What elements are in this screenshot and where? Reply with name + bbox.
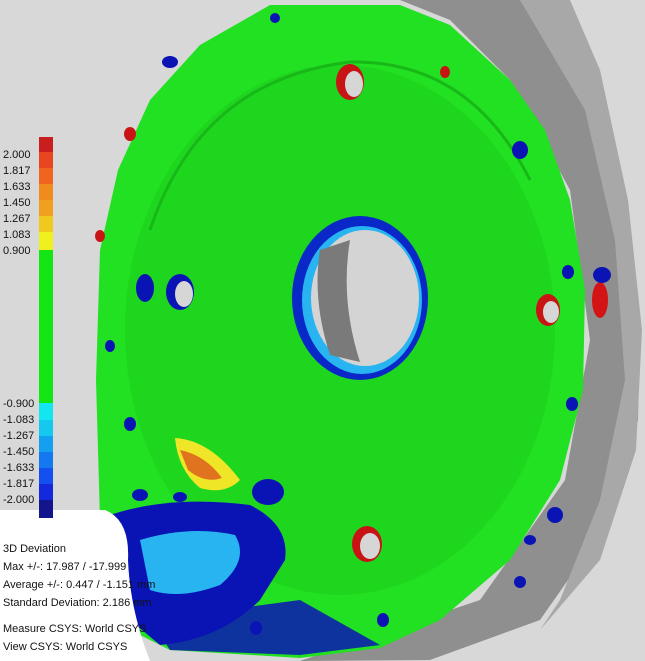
center-bore-inner-shade (317, 240, 360, 362)
part-side-shade-light (520, 0, 642, 630)
hole-small-bl (124, 417, 136, 431)
deviation-patches (105, 56, 611, 655)
stats-measure-csys: Measure CSYS: World CSYS (3, 623, 147, 635)
hole-small-top2 (270, 13, 280, 23)
stats-panel-bg (0, 510, 150, 661)
stats-average: Average +/-: 0.447 / -1.151 mm (3, 579, 156, 591)
hole-small-tl (124, 127, 136, 141)
stats-view-csys: View CSYS: World CSYS (3, 641, 128, 653)
hole-small-tr (440, 66, 450, 78)
hole-small-rr (562, 265, 574, 279)
stats-std-dev: Standard Deviation: 2.186 mm (3, 597, 152, 609)
stats-max: Max +/-: 17.987 / -17.999 (3, 561, 127, 573)
recess-rim-shadow (148, 60, 532, 231)
hole-small-br (566, 397, 578, 411)
part-side-shade (300, 0, 640, 661)
hole-small-ml (95, 230, 105, 242)
hole-small-bottom2 (377, 613, 389, 627)
deviation-stats-panel: 3D Deviation Max +/-: 17.987 / -17.999 A… (0, 540, 160, 661)
stats-title: 3D Deviation (3, 543, 66, 555)
hole-upper-right (512, 141, 528, 159)
